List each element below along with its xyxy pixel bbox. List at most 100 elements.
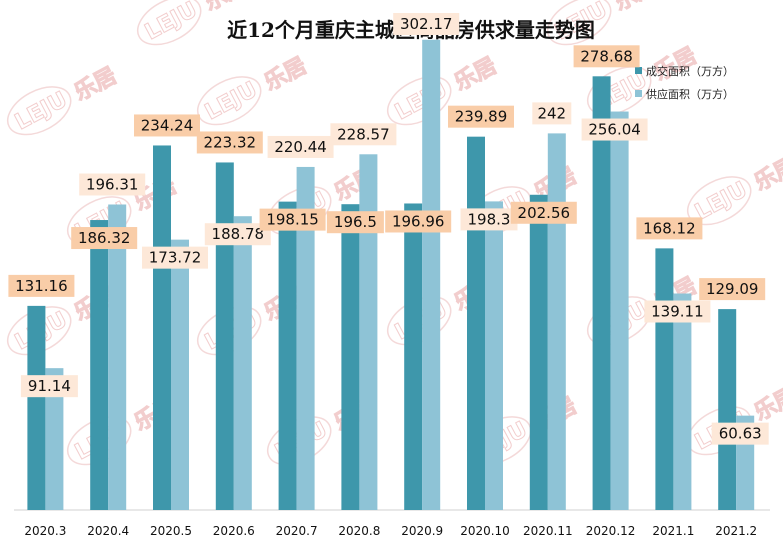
bar-deal-2020.11: [529, 194, 548, 511]
value-label-deal-2020.12: 278.68: [580, 47, 633, 65]
value-label-deal-2020.3: 131.16: [15, 277, 68, 295]
value-label-supply-2020.6-bg: [204, 223, 271, 246]
value-label-deal-2020.7: 198.15: [266, 211, 319, 229]
value-label-supply-2020.10: 198.3: [468, 210, 511, 228]
svg-text:乐居: 乐居: [200, 0, 251, 16]
x-tick-label: 2020.3: [24, 524, 66, 538]
bar-deal-2020.3: [27, 305, 46, 510]
svg-text:LEJU: LEJU: [201, 77, 261, 125]
x-tick-label: 2020.8: [338, 524, 380, 538]
value-label-supply-2021.2-bg: [711, 422, 769, 445]
x-tick-label: 2020.6: [213, 524, 255, 538]
bar-deal-2020.9: [404, 203, 423, 510]
bar-supply-2020.7: [296, 166, 315, 510]
x-tick-label: 2020.12: [586, 524, 636, 538]
value-label-supply-2020.7: 220.44: [274, 138, 327, 156]
value-label-deal-2020.8: 196.5: [334, 213, 377, 231]
x-tick-label: 2020.11: [523, 524, 573, 538]
value-label-supply-2020.5: 173.72: [149, 249, 202, 267]
legend: 成交面积（万方） 供应面积（万方）: [635, 64, 734, 101]
x-tick-label: 2020.5: [150, 524, 192, 538]
x-tick-label: 2020.9: [401, 524, 443, 538]
svg-text:乐居: 乐居: [70, 63, 121, 106]
value-label-deal-2020.11-bg: [510, 201, 577, 224]
bar-deal-2020.7: [278, 201, 297, 510]
bar-supply-2020.9: [422, 39, 441, 511]
legend-swatch-deal: [635, 67, 642, 74]
x-tick-label: 2020.4: [87, 524, 129, 538]
value-label-supply-2020.8-bg: [330, 123, 397, 146]
value-label-supply-2020.10-bg: [460, 208, 518, 231]
svg-text:乐居: 乐居: [750, 153, 783, 196]
value-label-supply-2020.6: 188.78: [212, 225, 265, 243]
value-label-deal-2020.10-bg: [448, 105, 514, 128]
value-label-supply-2020.3-bg: [20, 375, 78, 398]
legend-label-deal: 成交面积（万方）: [646, 64, 734, 78]
value-labels-layer: 131.16 91.14 186.32 196.31 234.24 173.72 223.3…: [8, 13, 769, 445]
bar-supply-2020.11: [547, 133, 566, 510]
value-label-supply-2020.12: 256.04: [588, 121, 641, 139]
value-label-deal-2021.1: 168.12: [643, 219, 696, 237]
svg-text:乐居: 乐居: [450, 53, 501, 96]
svg-text:LEJU: LEJU: [391, 77, 451, 125]
svg-text:乐居: 乐居: [750, 383, 783, 426]
bar-supply-2020.12: [610, 111, 629, 510]
value-label-deal-2020.12-bg: [573, 45, 640, 68]
bar-deal-2021.2: [718, 309, 737, 510]
value-label-supply-2020.4-bg: [79, 173, 146, 196]
x-tick-label: 2020.7: [276, 524, 318, 538]
bar-supply-2021.1: [673, 293, 692, 510]
bar-deal-2020.10: [467, 136, 485, 510]
bar-deal-2020.6: [215, 162, 234, 510]
value-label-supply-2020.11-bg: [532, 102, 572, 125]
legend-swatch-supply: [635, 90, 642, 97]
value-label-supply-2020.4: 196.31: [86, 175, 139, 193]
x-tick-label: 2020.10: [460, 524, 510, 538]
legend-label-supply: 供应面积（万方）: [646, 87, 734, 101]
value-label-supply-2020.8: 228.57: [337, 125, 390, 143]
value-label-deal-2020.5: 234.24: [141, 116, 194, 134]
svg-text:LEJU: LEJU: [141, 0, 201, 45]
bar-supply-2020.3: [45, 368, 64, 510]
bar-deal-2021.1: [655, 248, 674, 510]
value-label-deal-2020.10: 239.89: [455, 108, 508, 126]
value-label-deal-2020.11: 202.56: [518, 204, 571, 222]
value-label-deal-2020.9: 196.96: [392, 212, 445, 230]
bar-supply-2020.8: [359, 154, 378, 510]
bar-deal-2020.4: [90, 220, 109, 511]
value-label-deal-2020.7-bg: [259, 208, 326, 231]
x-tick-layer: 2020.3 2020.4 2020.5 2020.6 2020.7 2020.8 2020…: [24, 524, 757, 538]
value-label-deal-2020.3-bg: [8, 274, 75, 297]
value-label-supply-2020.9-bg: [393, 13, 460, 35]
value-label-deal-2020.5-bg: [134, 114, 200, 137]
value-label-deal-2020.8-bg: [326, 211, 384, 234]
value-label-supply-2020.5-bg: [142, 246, 208, 269]
value-label-deal-2020.4-bg: [71, 227, 138, 250]
bar-supply-2020.10: [485, 201, 503, 510]
value-label-supply-2021.2: 60.63: [719, 425, 762, 443]
x-tick-label: 2021.2: [715, 524, 757, 538]
x-tick-label: 2021.1: [652, 524, 694, 538]
value-label-supply-2020.11: 242: [537, 104, 566, 122]
value-label-supply-2020.3: 91.14: [28, 377, 71, 395]
bar-supply-2020.4: [108, 204, 127, 511]
value-label-deal-2020.6: 223.32: [204, 133, 257, 151]
bar-supply-2020.5: [171, 239, 189, 510]
svg-text:乐居: 乐居: [260, 53, 311, 96]
value-label-deal-2021.2: 129.09: [706, 280, 759, 298]
value-label-supply-2021.1: 139.11: [651, 303, 704, 321]
svg-text:LEJU: LEJU: [11, 87, 71, 135]
value-label-supply-2020.12-bg: [581, 118, 648, 141]
value-label-deal-2021.2-bg: [699, 278, 766, 301]
bar-deal-2020.5: [153, 145, 171, 511]
value-label-supply-2020.9: 302.17: [400, 15, 453, 33]
svg-text:乐居: 乐居: [610, 0, 661, 16]
value-label-deal-2020.4: 186.32: [78, 229, 131, 247]
value-label-deal-2020.9-bg: [385, 210, 452, 233]
bar-deal-2020.8: [341, 204, 360, 510]
bar-deal-2020.12: [592, 76, 611, 510]
value-label-deal-2021.1-bg: [636, 217, 703, 240]
